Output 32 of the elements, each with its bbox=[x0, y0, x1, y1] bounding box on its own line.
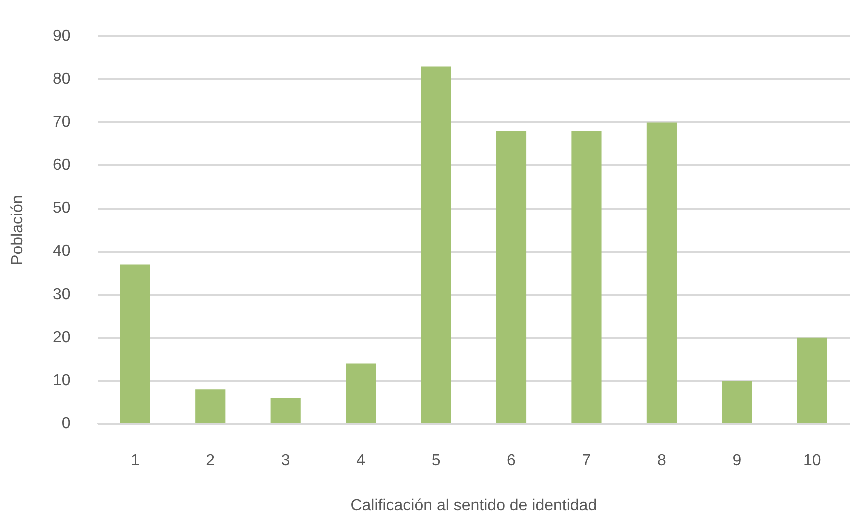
bar bbox=[572, 131, 602, 423]
bar bbox=[646, 122, 677, 423]
bar bbox=[196, 390, 226, 423]
x-tick-label: 9 bbox=[732, 452, 742, 470]
y-tick-label: 40 bbox=[53, 243, 71, 260]
y-axis-title: Población bbox=[9, 195, 26, 266]
y-tick-label: 50 bbox=[53, 200, 71, 218]
x-tick-label: 8 bbox=[657, 452, 666, 470]
y-tick-label: 20 bbox=[53, 329, 71, 346]
x-tick-label: 6 bbox=[507, 452, 516, 470]
y-tick-label: 80 bbox=[53, 71, 71, 88]
y-tick-label: 10 bbox=[53, 372, 71, 390]
bar bbox=[722, 380, 752, 423]
y-tick-label: 0 bbox=[62, 415, 71, 432]
x-tick-label: 1 bbox=[130, 452, 140, 470]
x-tick-label: 10 bbox=[803, 452, 822, 470]
bar bbox=[797, 338, 828, 423]
x-tick-label: 3 bbox=[281, 452, 290, 470]
y-tick-label: 70 bbox=[53, 114, 71, 132]
x-tick-label: 7 bbox=[582, 452, 592, 470]
y-tick-label: 30 bbox=[53, 286, 71, 304]
x-tick-label: 4 bbox=[356, 452, 366, 470]
bar bbox=[346, 364, 376, 423]
x-axis-title: Calificación al sentido de identidad bbox=[350, 497, 598, 514]
y-tick-label: 90 bbox=[53, 28, 71, 46]
bar bbox=[270, 398, 301, 423]
y-tick-label: 60 bbox=[53, 157, 71, 174]
bar bbox=[120, 264, 150, 423]
x-tick-label: 5 bbox=[432, 452, 441, 470]
bar bbox=[421, 66, 452, 423]
bar bbox=[496, 131, 527, 423]
x-tick-label: 2 bbox=[206, 452, 216, 470]
